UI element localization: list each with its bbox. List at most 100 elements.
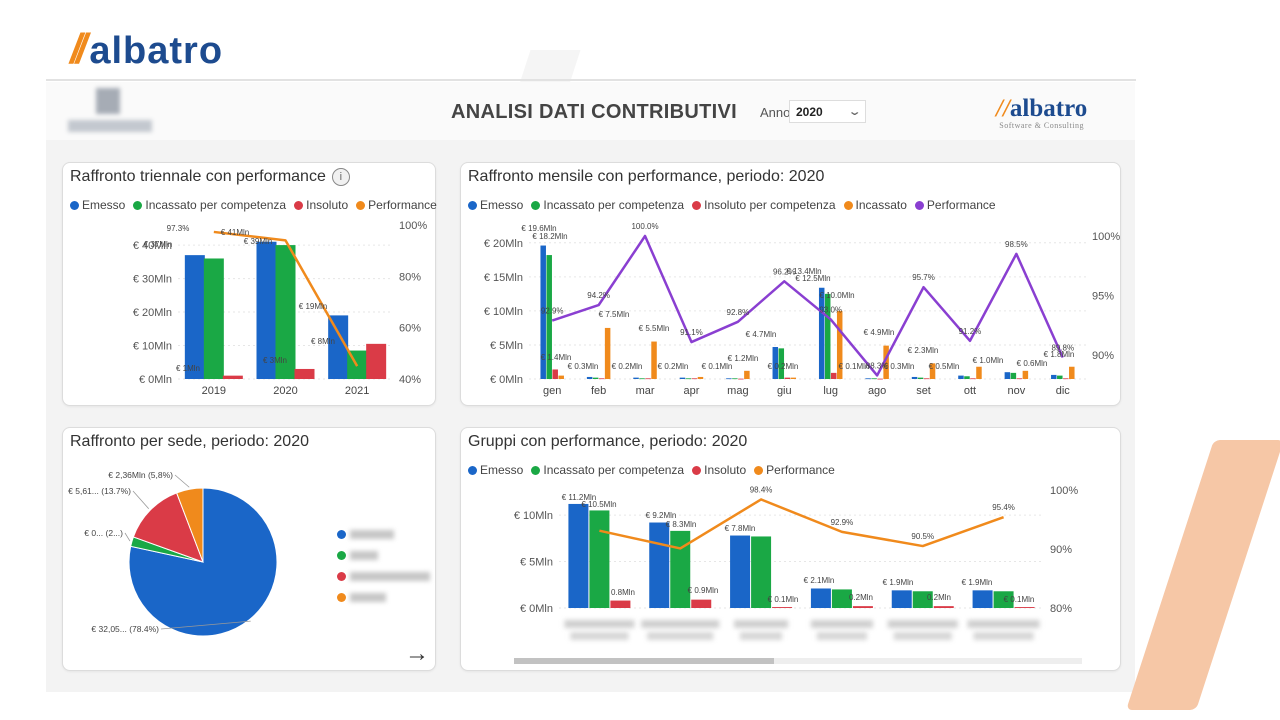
- pie-data-label: € 5,61... (13.7%): [68, 486, 131, 496]
- user-avatar: [68, 88, 152, 134]
- bar-incassato: [1069, 366, 1075, 379]
- panel-gruppi-performance[interactable]: Gruppi con performance, periodo: 2020 Em…: [460, 427, 1121, 671]
- pie-legend: [337, 524, 430, 608]
- data-label: € 0.3Mln: [568, 362, 599, 371]
- panel-raffronto-mensile[interactable]: Raffronto mensile con performance, perio…: [460, 162, 1121, 406]
- data-label: € 1.8Mln: [1044, 350, 1075, 359]
- bar-incassato: [744, 370, 750, 379]
- bar-incassato-per-competenza: [993, 591, 1014, 608]
- performance-label: 92.9%: [831, 518, 854, 527]
- y-tick-label: € 5Mln: [520, 557, 553, 569]
- panel-raffronto-triennale[interactable]: Raffronto triennale con performance i Eme…: [62, 162, 437, 406]
- performance-label: 92.8%: [727, 308, 750, 317]
- y-tick-label: € 30Mln: [133, 274, 172, 286]
- bar-emesso: [586, 376, 593, 379]
- pie-slice: [175, 487, 204, 563]
- logo-slash: //: [70, 25, 88, 72]
- data-label: € 0.5Mln: [929, 362, 960, 371]
- data-label: € 10.5Mln: [581, 500, 616, 509]
- bar-insoluto-per-competenza: [552, 369, 558, 379]
- mensile-chart[interactable]: € 0Mln € 5Mln € 10Mln € 15Mln € 20Mln 90% 95% 1…: [461, 163, 1120, 405]
- data-label: € 5.5Mln: [639, 324, 670, 333]
- data-label: € 1.9Mln: [883, 578, 914, 587]
- y-tick-label: € 40Mln: [133, 240, 172, 252]
- pie-leader-line: [160, 620, 251, 630]
- year-filter-dropdown[interactable]: 2020 ⌄: [789, 100, 866, 123]
- performance-label: 93.0%: [819, 305, 842, 314]
- bar-emesso: [891, 590, 912, 608]
- logo-text: albatro: [89, 30, 224, 72]
- bar-emesso: [328, 315, 349, 379]
- data-label: 0.8Mln: [611, 588, 635, 597]
- bar-insoluto-per-competenza: [691, 378, 698, 380]
- bar-insoluto-per-competenza: [784, 377, 791, 379]
- x-tick-label-redacted: [641, 620, 720, 628]
- bar-incassato: [697, 376, 704, 379]
- scrollbar-thumb[interactable]: [514, 658, 774, 664]
- panel-raffronto-sede[interactable]: Raffronto per sede, periodo: 2020 € 32,0…: [62, 427, 436, 671]
- bar-incassato-per-competenza: [639, 378, 645, 380]
- data-label: 0.2Mln: [927, 593, 951, 602]
- performance-label: 95.4%: [992, 503, 1015, 512]
- data-label: € 0.1Mln: [839, 362, 870, 371]
- y-tick-label: € 0Mln: [490, 374, 523, 386]
- data-label: € 9.2Mln: [646, 511, 677, 520]
- x-tick-label-redacted: [647, 632, 714, 640]
- performance-line: [551, 234, 1064, 377]
- horizontal-scrollbar[interactable]: [514, 658, 1082, 664]
- chart-legend: Emesso Incassato per competenza Insoluto…: [468, 463, 835, 477]
- bar-incassato: [651, 341, 657, 379]
- bar-incassato: [1022, 370, 1029, 379]
- data-label: € 8Mln: [311, 337, 335, 346]
- x-tick-label: ago: [868, 385, 886, 397]
- bar-insoluto: [852, 606, 873, 608]
- bar-emesso: [568, 503, 589, 608]
- bar-emesso: [649, 522, 670, 608]
- x-tick-label: gen: [543, 385, 561, 397]
- bar-incassato-per-competenza: [912, 591, 933, 608]
- performance-line: [599, 498, 1005, 550]
- y-tick-label: € 15Mln: [484, 272, 523, 284]
- data-label: € 4.9Mln: [864, 328, 895, 337]
- bar-incassato-per-competenza: [778, 348, 785, 379]
- bar-incassato-per-competenza: [732, 378, 738, 380]
- data-label: € 19.6Mln: [521, 224, 556, 233]
- bar-emesso: [1004, 372, 1011, 379]
- gruppi-chart[interactable]: € 0Mln € 5Mln € 10Mln 80% 90% 100% 98.4% 92.9% 9…: [461, 428, 1120, 670]
- data-label: € 7.5Mln: [599, 310, 630, 319]
- x-tick-label: feb: [591, 385, 606, 397]
- bar-incassato-per-competenza: [670, 530, 691, 608]
- info-icon[interactable]: i: [331, 168, 350, 186]
- bar-emesso: [972, 590, 993, 608]
- x-tick-label: 2019: [202, 385, 226, 397]
- data-label: € 0.2Mln: [768, 362, 799, 371]
- bar-incassato-per-competenza: [275, 245, 296, 379]
- bar-insoluto-per-competenza: [1016, 378, 1023, 380]
- bar-insoluto: [366, 343, 387, 379]
- y2-tick-label: 100%: [1092, 231, 1120, 243]
- bar-emesso: [772, 346, 779, 379]
- data-label: € 1.0Mln: [973, 356, 1004, 365]
- bar-incassato-per-competenza: [964, 376, 970, 379]
- x-tick-label: 2021: [345, 385, 369, 397]
- triennale-chart[interactable]: € 0Mln € 10Mln € 20Mln € 30Mln € 40Mln 40% 60%…: [63, 163, 435, 405]
- performance-label: 90.5%: [911, 532, 934, 541]
- y-tick-label: € 5Mln: [490, 340, 523, 352]
- data-label: € 1.4Mln: [541, 353, 572, 362]
- data-label: € 0.2Mln: [658, 362, 689, 371]
- bar-incassato-per-competenza: [871, 378, 877, 380]
- data-label: € 37Mln: [144, 240, 172, 249]
- bar-emesso: [810, 588, 831, 608]
- navigate-arrow-icon[interactable]: →: [405, 640, 429, 667]
- sede-pie-chart[interactable]: € 32,05... (78.4%) € 5,61... (13.7%) € 2,3…: [63, 428, 435, 670]
- page-title: ANALISI DATI CONTRIBUTIVI: [450, 101, 737, 123]
- y-tick-label: € 20Mln: [484, 238, 523, 250]
- y-tick-label: € 20Mln: [133, 307, 172, 319]
- data-label: € 0.1Mln: [702, 362, 733, 371]
- bar-insoluto-per-competenza: [923, 378, 930, 380]
- bar-incassato: [790, 377, 797, 379]
- data-label: € 41Mln: [221, 228, 249, 237]
- bar-emesso: [958, 375, 964, 379]
- x-tick-label-redacted: [967, 620, 1040, 628]
- performance-label: 92.9%: [541, 307, 564, 316]
